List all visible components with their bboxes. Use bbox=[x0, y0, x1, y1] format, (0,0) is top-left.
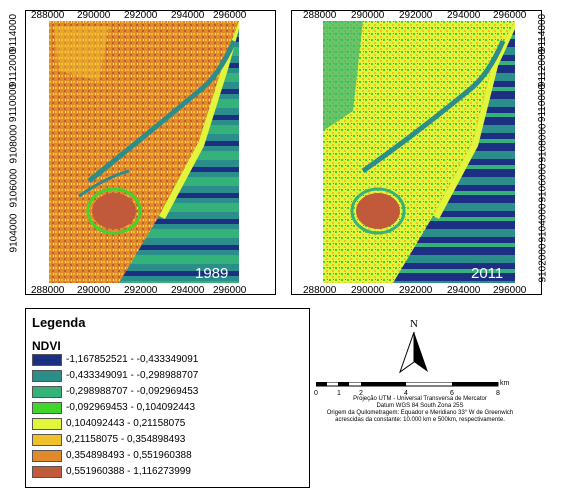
x-tick-top: 292000 bbox=[124, 10, 158, 21]
ndvi-map-1989: 1989 bbox=[49, 21, 239, 283]
x-tick-top: 290000 bbox=[351, 10, 385, 21]
y-tick: 9110000 bbox=[537, 83, 549, 123]
x-tick-top: 296000 bbox=[213, 10, 247, 21]
x-tick-top: 290000 bbox=[77, 10, 111, 21]
legend-class-label: -1,167852521 - -0,433349091 bbox=[66, 354, 199, 365]
x-tick-top: 294000 bbox=[447, 10, 481, 21]
legend-class-label: -0,433349091 - -0,298988707 bbox=[66, 370, 199, 381]
x-tick-bottom: 288000 bbox=[303, 285, 337, 296]
x-tick-bottom: 294000 bbox=[447, 285, 481, 296]
scale-label: 4 bbox=[404, 390, 408, 397]
x-tick-top: 292000 bbox=[399, 10, 433, 21]
y-tick: 9110000 bbox=[8, 83, 20, 123]
x-tick-bottom: 296000 bbox=[213, 285, 247, 296]
y-tick: 9112000 bbox=[537, 48, 549, 88]
map-year-label: 2011 bbox=[471, 265, 504, 282]
x-tick-bottom: 290000 bbox=[77, 285, 111, 296]
x-tick-top: 294000 bbox=[171, 10, 205, 21]
x-tick-top: 288000 bbox=[31, 10, 65, 21]
legend-swatch bbox=[32, 418, 62, 430]
legend-class-label: 0,354898493 - 0,551960388 bbox=[66, 450, 192, 461]
legend-class-label: -0,298988707 - -0,092969453 bbox=[66, 386, 199, 397]
north-arrow: N bbox=[396, 318, 436, 374]
x-tick-bottom: 296000 bbox=[493, 285, 527, 296]
legend-swatch bbox=[32, 354, 62, 366]
map-legend: Legenda NDVI -1,167852521 - -0,433349091… bbox=[25, 308, 310, 488]
x-tick-bottom: 292000 bbox=[124, 285, 158, 296]
legend-swatch bbox=[32, 386, 62, 398]
y-tick: 9108000 bbox=[537, 123, 549, 163]
x-tick-bottom: 288000 bbox=[31, 285, 65, 296]
legend-class-label: -0,092969453 - 0,104092443 bbox=[66, 402, 196, 413]
legend-swatch bbox=[32, 466, 62, 478]
credit-line: Datum WGS 84 South Zona 25S bbox=[376, 403, 464, 409]
y-tick: 9114000 bbox=[537, 13, 549, 53]
y-tick: 9114000 bbox=[8, 13, 20, 53]
projection-credits: Projeção UTM - Universal Transversa de M… bbox=[300, 396, 540, 424]
map-year-label: 1989 bbox=[195, 265, 229, 282]
north-arrow-icon bbox=[399, 331, 428, 374]
y-tick: 9104000 bbox=[537, 203, 549, 243]
legend-swatch bbox=[32, 370, 62, 382]
credit-line: Projeção UTM - Universal Transversa de M… bbox=[353, 396, 487, 402]
scale-unit: km bbox=[500, 380, 510, 387]
scale-label: 6 bbox=[450, 390, 454, 397]
scale-label: 8 bbox=[496, 390, 500, 397]
scale-label: 1 bbox=[337, 390, 341, 397]
y-tick: 9108000 bbox=[8, 124, 20, 164]
legend-variable: NDVI bbox=[32, 339, 61, 353]
scale-bar-graphic bbox=[316, 382, 499, 387]
x-tick-top: 296000 bbox=[493, 10, 527, 21]
y-tick: 9104000 bbox=[8, 213, 20, 253]
legend-swatch bbox=[32, 434, 62, 446]
scale-label: 2 bbox=[359, 390, 363, 397]
legend-class-label: 0,104092443 - 0,21158075 bbox=[66, 418, 186, 429]
north-label: N bbox=[410, 318, 418, 330]
legend-swatch bbox=[32, 450, 62, 462]
legend-swatch bbox=[32, 402, 62, 414]
x-tick-bottom: 292000 bbox=[399, 285, 433, 296]
scale-label: 0 bbox=[314, 390, 318, 397]
x-tick-top: 288000 bbox=[303, 10, 337, 21]
x-tick-bottom: 290000 bbox=[351, 285, 385, 296]
y-tick: 9112000 bbox=[8, 48, 20, 88]
scale-bar: 0 1 2 4 6 8 km bbox=[314, 380, 510, 410]
credit-line: acrescidas da constante: 10.000 km e 500… bbox=[335, 417, 505, 423]
legend-class-label: 0,21158075 - 0,354898493 bbox=[66, 434, 186, 445]
x-tick-bottom: 294000 bbox=[171, 285, 205, 296]
y-tick: 9106000 bbox=[537, 163, 549, 203]
y-tick: 9106000 bbox=[8, 168, 20, 208]
y-tick: 9102000 bbox=[537, 243, 549, 283]
credit-line: Origem da Quilometragem: Equador e Merid… bbox=[326, 410, 514, 416]
legend-title: Legenda bbox=[32, 315, 86, 330]
ndvi-map-2011: 2011 bbox=[323, 21, 515, 283]
legend-class-label: 0,551960388 - 1,116273999 bbox=[66, 466, 191, 477]
